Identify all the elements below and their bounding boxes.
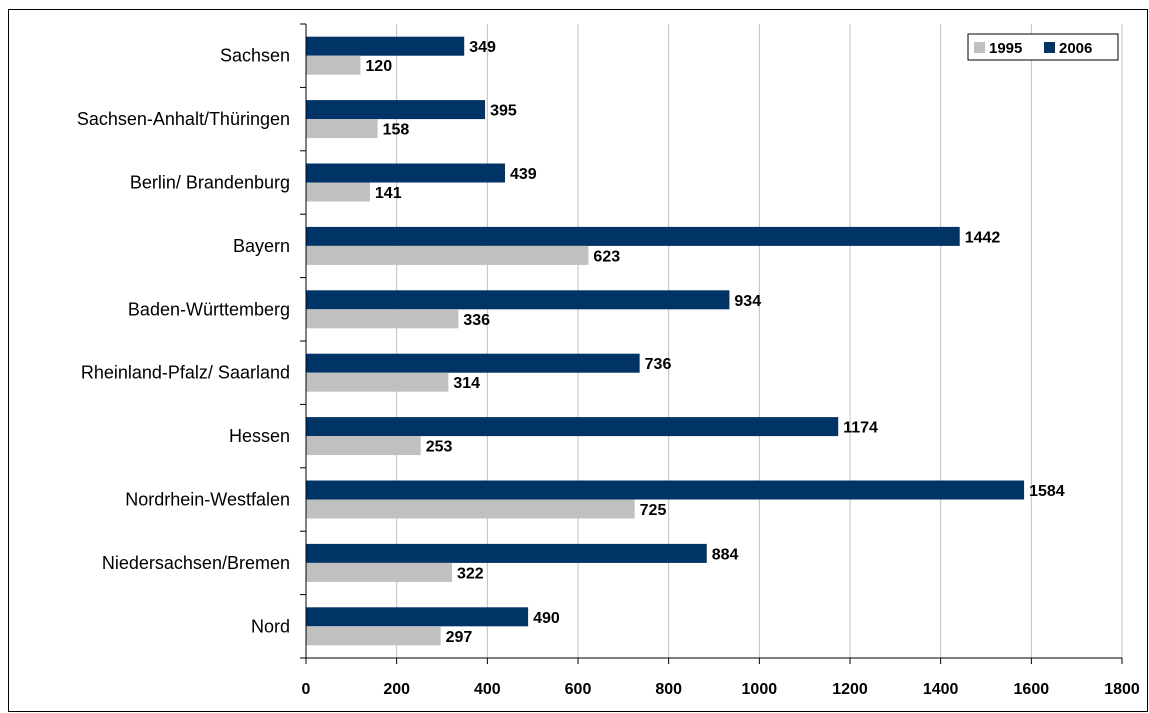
bar-1995-9 <box>306 626 441 646</box>
legend-label-2006: 2006 <box>1059 40 1092 57</box>
bar-1995-4 <box>306 309 459 329</box>
x-tick-label-1200: 1200 <box>832 681 868 698</box>
data-label-2006-2: 439 <box>510 166 537 183</box>
x-tick-label-800: 800 <box>655 681 682 698</box>
bar-1995-7 <box>306 499 635 519</box>
data-label-1995-1: 158 <box>383 122 410 139</box>
bar-2006-3 <box>306 226 960 246</box>
bar-1995-3 <box>306 245 589 265</box>
bar-2006-9 <box>306 607 529 627</box>
bar-2006-7 <box>306 480 1025 500</box>
data-label-2006-5: 736 <box>645 356 672 373</box>
bar-1995-8 <box>306 562 452 582</box>
x-tick-label-200: 200 <box>383 681 410 698</box>
category-label: Berlin/ Brandenburg <box>130 173 290 193</box>
category-label: Nordrhein-Westfalen <box>125 490 290 510</box>
data-label-1995-5: 314 <box>453 375 480 392</box>
category-label: Sachsen <box>220 46 290 66</box>
data-label-1995-0: 120 <box>365 58 392 75</box>
x-tick-label-1000: 1000 <box>742 681 778 698</box>
category-label: Rheinland-Pfalz/ Saarland <box>81 363 290 383</box>
bar-1995-6 <box>306 436 421 456</box>
data-label-2006-8: 884 <box>712 546 739 563</box>
legend-swatch-2006 <box>1044 42 1055 53</box>
category-label: Niedersachsen/Bremen <box>102 553 290 573</box>
bar-2006-8 <box>306 543 707 563</box>
data-label-1995-6: 253 <box>426 439 453 456</box>
data-label-1995-8: 322 <box>457 565 484 582</box>
data-label-1995-4: 336 <box>463 312 490 329</box>
data-label-2006-9: 490 <box>533 610 560 627</box>
category-label: Nord <box>251 616 290 636</box>
bar-1995-0 <box>306 55 361 75</box>
axes: Sachsen Sachsen-Anhalt/Thüringen Berlin/ B… <box>77 23 1140 698</box>
bar-1995-1 <box>306 119 378 139</box>
data-label-2006-0: 349 <box>469 39 496 56</box>
data-label-1995-7: 725 <box>640 502 667 519</box>
bar-2006-5 <box>306 353 640 373</box>
x-tick-label-1400: 1400 <box>923 681 959 698</box>
legend-box <box>967 33 1119 61</box>
legend-label-1995: 1995 <box>989 40 1022 57</box>
bar-2006-2 <box>306 163 506 183</box>
data-label-2006-1: 395 <box>490 103 517 120</box>
bar-2006-1 <box>306 100 486 120</box>
data-label-2006-6: 1174 <box>843 420 878 437</box>
category-label: Sachsen-Anhalt/Thüringen <box>77 109 290 129</box>
x-tick-label-1600: 1600 <box>1014 681 1050 698</box>
category-label: Baden-Württemberg <box>128 299 290 319</box>
data-label-1995-9: 297 <box>446 629 473 646</box>
bar-2006-4 <box>306 290 730 310</box>
bar-2006-0 <box>306 36 465 56</box>
category-label: Hessen <box>229 426 290 446</box>
legend-swatch-1995 <box>974 42 985 53</box>
data-label-1995-3: 623 <box>593 248 620 265</box>
bar-2006-6 <box>306 417 839 437</box>
category-label: Bayern <box>233 236 290 256</box>
bar-1995-2 <box>306 182 370 202</box>
bar-1995-5 <box>306 372 449 392</box>
data-label-1995-2: 141 <box>375 185 402 202</box>
x-tick-label-0: 0 <box>302 681 311 698</box>
data-label-2006-4: 934 <box>734 293 761 310</box>
data-label-2006-3: 1442 <box>965 229 1001 246</box>
x-tick-label-1800: 1800 <box>1104 681 1140 698</box>
data-label-2006-7: 1584 <box>1029 483 1065 500</box>
bars: 349 120 395 158 439 141 1442 623 934 336 736 314 117… <box>306 36 1065 646</box>
legend: 1995 2006 <box>967 33 1119 61</box>
x-tick-label-600: 600 <box>565 681 592 698</box>
x-tick-label-400: 400 <box>474 681 501 698</box>
